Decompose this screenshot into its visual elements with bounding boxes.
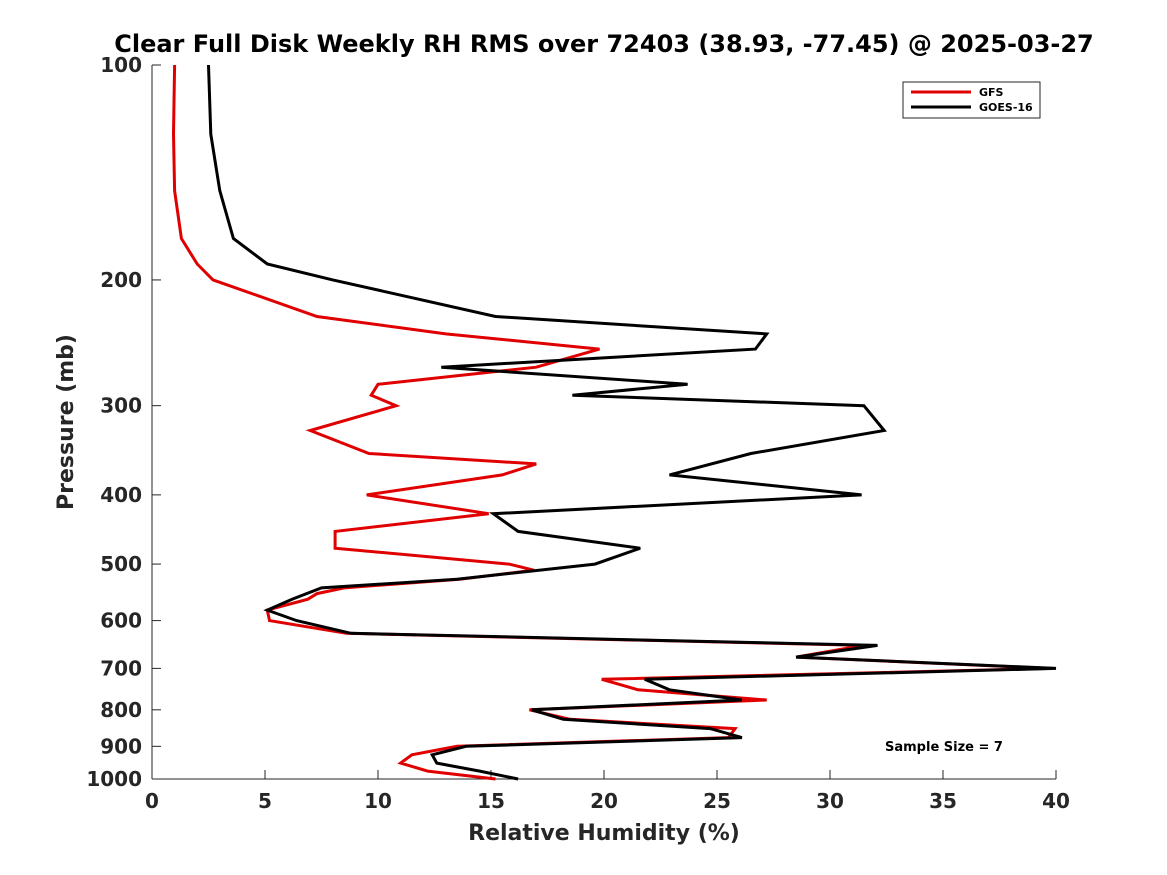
legend-entry: GFS [979, 86, 1004, 99]
y-tick-label: 700 [100, 656, 142, 680]
legend-entry: GOES-16 [979, 101, 1033, 114]
y-tick-label: 600 [100, 609, 142, 633]
legend-box [902, 81, 1041, 119]
chart-title: Clear Full Disk Weekly RH RMS over 72403… [114, 30, 1094, 58]
y-tick-label: 100 [100, 53, 142, 77]
y-axis-label: Pressure (mb) [54, 334, 79, 510]
x-tick-label: 25 [703, 789, 731, 813]
x-tick-label: 0 [145, 789, 159, 813]
x-axis-label: Relative Humidity (%) [468, 821, 740, 846]
x-tick-label: 35 [929, 789, 957, 813]
series-line-goes-16 [207, 64, 1057, 781]
x-tick-label: 40 [1042, 789, 1070, 813]
y-tick-label: 900 [100, 734, 142, 758]
y-tick-label: 400 [100, 483, 142, 507]
y-tick-label: 500 [100, 552, 142, 576]
x-tick-label: 5 [258, 789, 272, 813]
y-tick-label: 300 [100, 394, 142, 418]
x-tick-label: 30 [816, 789, 844, 813]
y-tick-label: 1000 [86, 767, 142, 791]
sample-size-annotation: Sample Size = 7 [885, 740, 1003, 755]
y-tick-label: 800 [100, 698, 142, 722]
x-tick-label: 15 [477, 789, 505, 813]
x-tick-label: 20 [590, 789, 618, 813]
x-tick-label: 10 [364, 789, 392, 813]
y-tick-label: 200 [100, 268, 142, 292]
